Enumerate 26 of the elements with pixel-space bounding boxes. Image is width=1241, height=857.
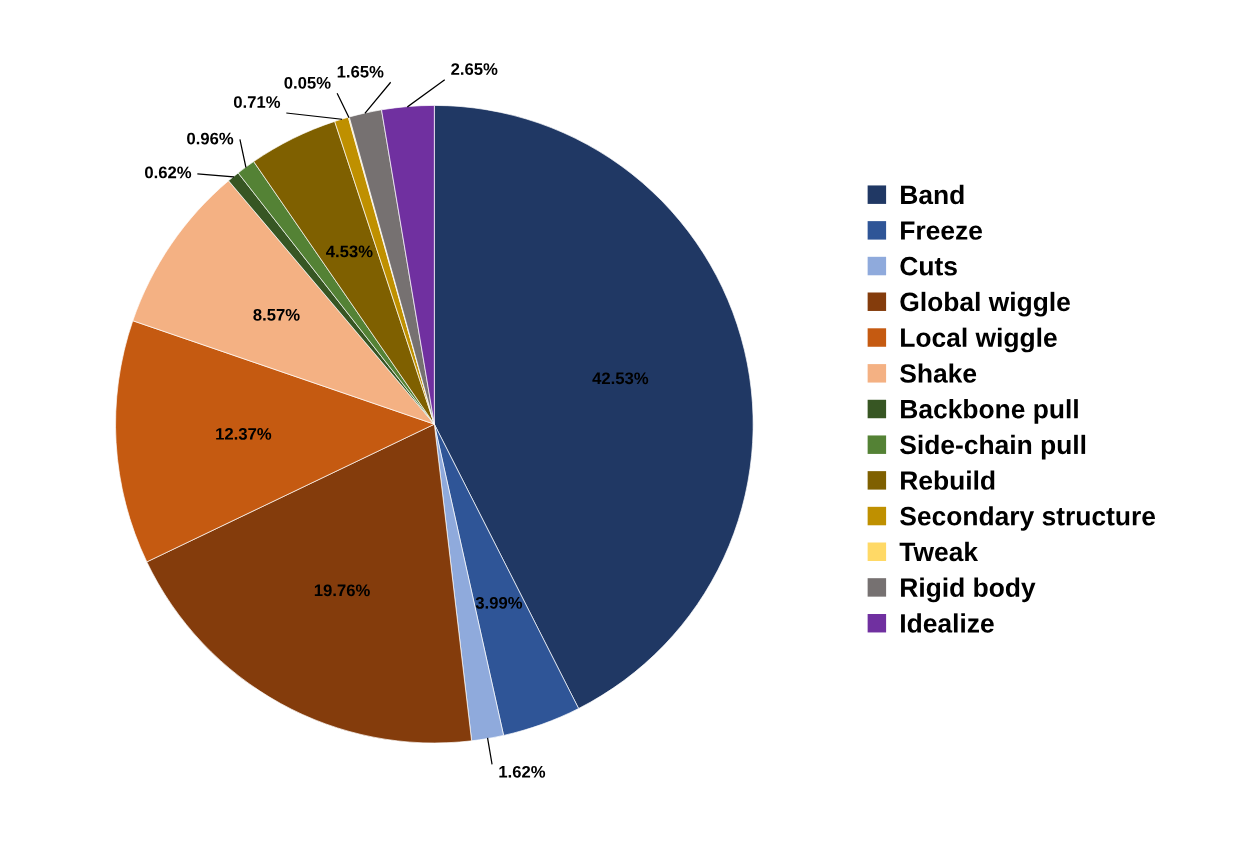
data-label: 0.71%: [233, 96, 281, 108]
legend-label: Rigid body: [901, 577, 1036, 603]
data-label: 1.65%: [337, 65, 384, 78]
data-label: 0.05%: [284, 76, 331, 89]
legend-label: Band: [901, 184, 964, 205]
data-label: 8.57%: [253, 308, 300, 321]
legend-label: Global wiggle: [900, 291, 1070, 317]
legend-label: Side-chain pull: [900, 434, 1086, 460]
data-label: 12.37%: [216, 427, 272, 440]
legend-label: Backbone pull: [901, 399, 1078, 424]
legend-label: Rebuild: [901, 470, 995, 490]
legend-label: Shake: [900, 363, 977, 383]
legend-label: Local wiggle: [901, 327, 1057, 353]
data-label: 42.53%: [592, 372, 649, 385]
legend-label: Secondary structure: [900, 506, 1156, 531]
data-label: 0.96%: [187, 132, 234, 145]
data-label: 3.99%: [475, 596, 523, 609]
legend-label: Tweak: [899, 541, 979, 562]
data-label: 2.65%: [451, 63, 498, 75]
legend-label: Cuts: [900, 256, 957, 276]
legend-label: Idealize: [901, 613, 994, 633]
data-label: 19.76%: [314, 584, 370, 597]
legend-label: Freeze: [901, 221, 983, 240]
data-label: 0.62%: [145, 166, 192, 179]
data-label: 4.53%: [326, 245, 373, 258]
data-label: 1.62%: [499, 765, 546, 778]
